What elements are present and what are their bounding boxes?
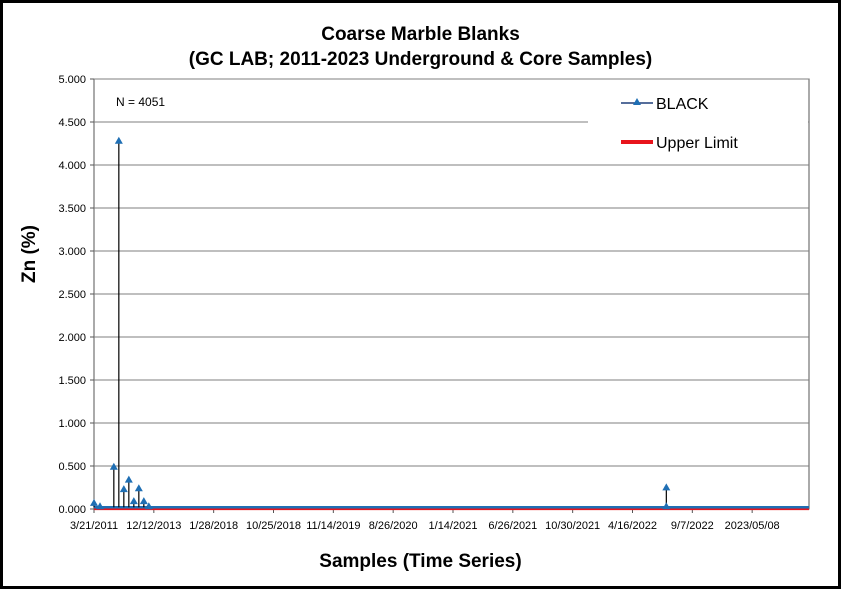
black-series-marker xyxy=(96,502,104,510)
legend-black-marker xyxy=(633,98,641,105)
black-series-marker xyxy=(90,498,98,506)
y-tick-label: 1.000 xyxy=(58,418,86,430)
y-tick-label: 2.000 xyxy=(58,332,86,344)
x-tick-label: 3/21/2011 xyxy=(70,520,118,532)
y-tick-label: 4.500 xyxy=(58,117,86,129)
x-tick-label: 4/16/2022 xyxy=(608,520,657,532)
x-tick-label: 11/14/2019 xyxy=(306,520,360,532)
x-tick-label: 1/28/2018 xyxy=(189,520,238,532)
y-tick-label: 0.000 xyxy=(58,504,86,516)
x-tick-label: 2023/05/08 xyxy=(725,520,780,532)
black-series-marker xyxy=(119,485,128,493)
x-tick-label: 12/12/2013 xyxy=(126,520,181,532)
x-tick-label: 1/14/2021 xyxy=(429,520,478,532)
x-tick-label: 8/26/2020 xyxy=(369,520,418,532)
chart-title-line1: Coarse Marble Blanks xyxy=(321,24,520,45)
y-tick-label: 4.000 xyxy=(58,160,86,172)
black-series-marker xyxy=(662,502,671,510)
black-series-marker xyxy=(129,497,138,505)
legend-box xyxy=(588,84,808,162)
black-series-marker xyxy=(139,497,148,505)
y-tick-label: 3.500 xyxy=(58,203,86,215)
sample-count-annotation: N = 4051 xyxy=(116,95,165,109)
y-tick-label: 3.000 xyxy=(58,246,86,258)
x-tick-label: 10/25/2018 xyxy=(246,520,301,532)
legend-black-label: BLACK xyxy=(656,96,709,113)
x-tick-label: 10/30/2021 xyxy=(545,520,600,532)
black-series-marker xyxy=(662,483,671,491)
black-series-marker xyxy=(134,484,143,492)
chart-title-line2: (GC LAB; 2011-2023 Underground & Core Sa… xyxy=(188,49,653,70)
legend-upper-limit-label: Upper Limit xyxy=(656,135,738,152)
chart-title: Coarse Marble Blanks (GC LAB; 2011-2023 … xyxy=(0,22,841,72)
y-tick-label: 5.000 xyxy=(58,74,86,86)
black-series-marker xyxy=(144,502,153,510)
black-series-marker xyxy=(109,462,118,470)
y-tick-label: 2.500 xyxy=(58,289,86,301)
x-axis-label: Samples (Time Series) xyxy=(319,551,522,572)
x-tick-label: 6/26/2021 xyxy=(488,520,537,532)
black-series-marker xyxy=(114,136,123,144)
y-axis-label: Zn (%) xyxy=(19,224,40,284)
y-tick-label: 0.500 xyxy=(58,461,86,473)
y-tick-label: 1.500 xyxy=(58,375,86,387)
black-series-marker xyxy=(124,475,133,483)
x-tick-label: 9/7/2022 xyxy=(671,520,714,532)
